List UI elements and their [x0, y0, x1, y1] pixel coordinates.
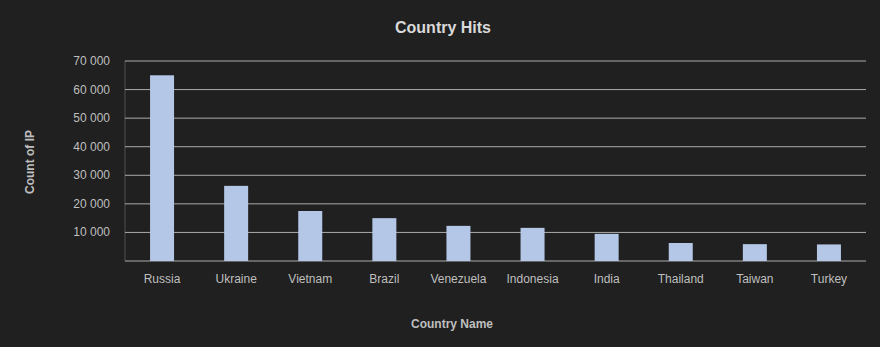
- bar: [817, 244, 841, 261]
- grid-line: [125, 146, 866, 147]
- grid-line: [125, 89, 866, 90]
- y-tick-label: 10 000: [73, 225, 110, 239]
- y-axis-line: [125, 61, 126, 261]
- x-axis-label: Country Name: [411, 317, 493, 331]
- title: Country Hits: [395, 19, 491, 36]
- chart: Country Hits Count of IP Country Name 10 00…: [0, 0, 880, 347]
- y-tick-label: 20 000: [73, 197, 110, 211]
- x-tick-label: Vietnam: [288, 272, 332, 286]
- bar: [446, 226, 470, 261]
- bars: [150, 75, 841, 261]
- x-tick-label: India: [594, 272, 620, 286]
- background: [0, 0, 880, 347]
- bar: [669, 243, 693, 261]
- page: {"chart_data": {"type": "bar", "title": …: [0, 0, 880, 347]
- y-tick-label: 40 000: [73, 140, 110, 154]
- x-tick-label: Turkey: [811, 272, 847, 286]
- x-tick-label: Taiwan: [736, 272, 773, 286]
- bar: [595, 234, 619, 261]
- bar: [150, 75, 174, 261]
- x-tick-label: Indonesia: [507, 272, 559, 286]
- grid-line: [125, 175, 866, 176]
- y-tick-label: 50 000: [73, 111, 110, 125]
- grid-line: [125, 61, 866, 62]
- x-tick-label: Thailand: [658, 272, 704, 286]
- grid-line: [125, 118, 866, 119]
- x-tick-label: Ukraine: [215, 272, 257, 286]
- y-axis-label: Count of IP: [23, 130, 37, 194]
- y-tick-label: 30 000: [73, 168, 110, 182]
- bar: [372, 218, 396, 261]
- bar: [743, 244, 767, 261]
- x-tick-label: Russia: [144, 272, 181, 286]
- x-tick-label: Venezuela: [430, 272, 486, 286]
- y-tick-label: 70 000: [73, 54, 110, 68]
- bar: [224, 186, 248, 261]
- y-tick-label: 60 000: [73, 83, 110, 97]
- x-tick-label: Brazil: [369, 272, 399, 286]
- bar: [521, 228, 545, 261]
- bar: [298, 211, 322, 261]
